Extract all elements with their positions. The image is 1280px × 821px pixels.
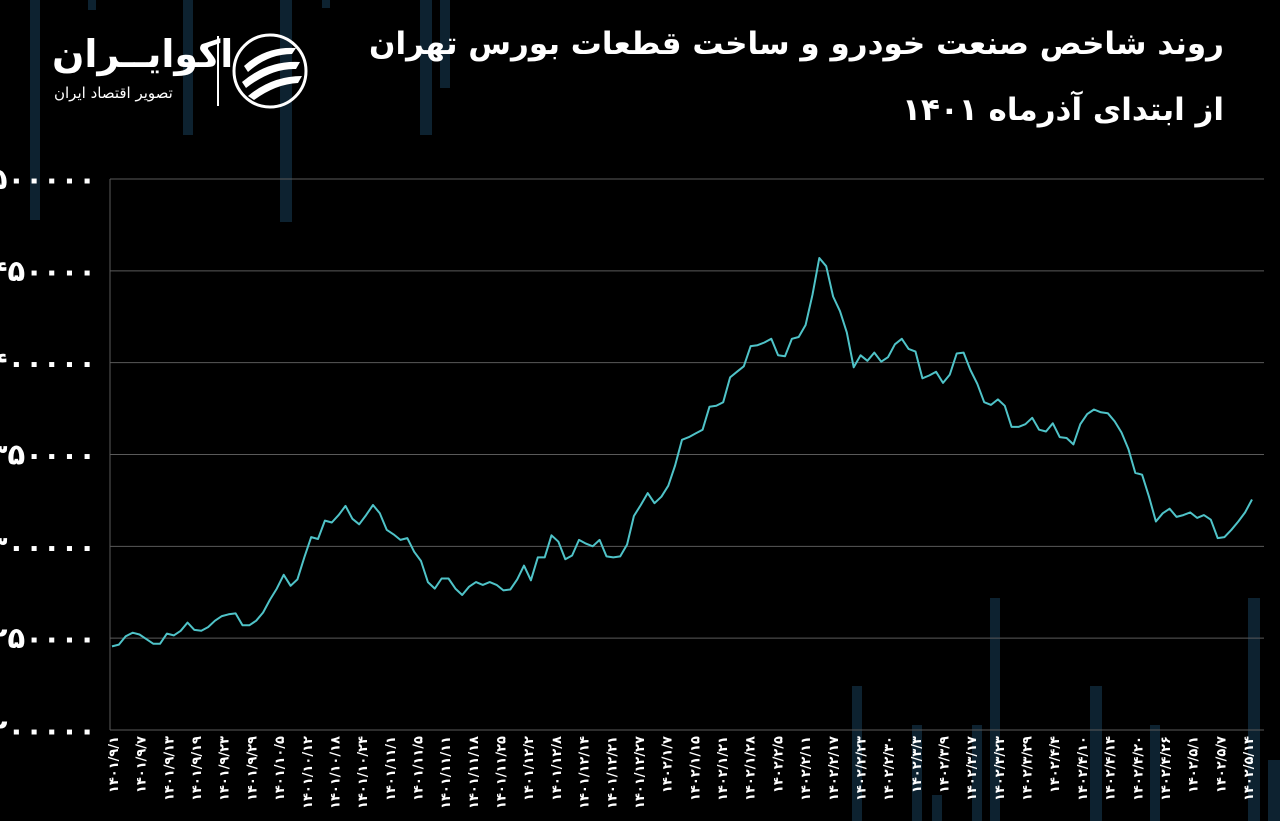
x-tick-label: ۱۴۰۲/۴/۴ [1048, 736, 1063, 793]
decorative-bar [972, 725, 982, 821]
logo-divider [217, 36, 219, 106]
decorative-bar [280, 0, 292, 222]
x-tick-label: ۱۴۰۲/۱/۲۱ [716, 736, 731, 801]
x-tick-label: ۱۴۰۲/۱/۱۵ [688, 736, 703, 801]
x-tick-label: ۱۴۰۲/۲/۱۱ [799, 736, 814, 801]
x-tick-label: ۱۴۰۲/۳/۹ [937, 736, 952, 793]
x-tick-label: ۱۴۰۲/۵/۷ [1214, 736, 1229, 793]
decorative-bar [1150, 725, 1160, 821]
x-tick-label: ۱۴۰۱/۱۰/۵ [273, 736, 288, 801]
x-tick-label: ۱۴۰۱/۱۱/۲۵ [495, 736, 510, 809]
x-tick-label: ۱۴۰۲/۳/۳ [910, 736, 925, 793]
decorative-bar [30, 0, 40, 220]
decorative-bar [1248, 598, 1260, 821]
decorative-bar [932, 795, 942, 821]
x-tick-label: ۱۴۰۱/۱۱/۱۱ [439, 736, 454, 809]
y-tick-label: ۲۵۰۰۰۰ [0, 621, 96, 655]
y-tick-label: ۳۵۰۰۰۰ [0, 438, 96, 472]
decorative-bar [990, 598, 1000, 821]
x-tick-label: ۱۴۰۱/۱۰/۱۸ [328, 736, 343, 809]
x-tick-label: ۱۴۰۲/۱/۲۸ [744, 736, 759, 801]
x-tick-label: ۱۴۰۲/۱/۷ [661, 736, 676, 793]
x-tick-label: ۱۴۰۱/۱۱/۱۸ [467, 736, 482, 809]
decorative-bar [322, 0, 330, 8]
x-tick-label: ۱۴۰۱/۱۱/۵ [412, 736, 427, 801]
x-tick-label: ۱۴۰۲/۵/۱ [1187, 736, 1202, 793]
y-tick-label: ۳۰۰۰۰۰ [0, 529, 96, 563]
x-tick-label: ۱۴۰۱/۱۰/۱۲ [301, 736, 316, 809]
decorative-bar [852, 686, 862, 821]
x-tick-label: ۱۴۰۱/۹/۷ [135, 736, 150, 793]
x-tick-label: ۱۴۰۲/۳/۱۷ [965, 736, 980, 801]
decorative-bar [88, 0, 96, 10]
x-tick-label: ۱۴۰۲/۵/۱۴ [1242, 736, 1257, 801]
y-tick-label: ۲۰۰۰۰۰ [0, 713, 96, 747]
y-tick-label: ۴۰۰۰۰۰ [0, 346, 96, 380]
decorative-bar [440, 0, 450, 88]
x-tick-label: ۱۴۰۱/۱۱/۱ [384, 736, 399, 801]
x-tick-label: ۱۴۰۲/۴/۱۰ [1076, 736, 1091, 801]
y-tick-label: ۴۵۰۰۰۰ [0, 254, 96, 288]
x-tick-label: ۱۴۰۲/۴/۲۶ [1159, 736, 1174, 801]
decorative-bar [912, 725, 922, 821]
x-tick-label: ۱۴۰۱/۱۰/۲۴ [356, 736, 371, 809]
brand-name: اکوایــران [52, 32, 234, 76]
x-tick-label: ۱۴۰۲/۲/۱۷ [827, 736, 842, 801]
index-series-line [111, 257, 1253, 648]
brand-tagline: تصویر اقتصاد ایران [54, 84, 173, 102]
x-tick-label: ۱۴۰۱/۱۲/۸ [550, 736, 565, 801]
x-tick-label: ۱۴۰۱/۱۲/۲۱ [605, 736, 620, 809]
x-tick-label: ۱۴۰۱/۹/۲۹ [245, 736, 260, 801]
chart-title: روند شاخص صنعت خودرو و ساخت قطعات بورس ت… [369, 26, 1224, 62]
x-tick-label: ۱۴۰۲/۴/۲۰ [1131, 736, 1146, 801]
chart-subtitle: از ابتدای آذرماه ۱۴۰۱ [902, 92, 1224, 128]
x-tick-label: ۱۴۰۲/۲/۲۳ [854, 736, 869, 801]
x-tick-label: ۱۴۰۲/۳/۲۳ [993, 736, 1008, 801]
x-tick-label: ۱۴۰۱/۹/۲۳ [218, 736, 233, 801]
decorative-bar [1090, 686, 1102, 821]
decorative-bar [183, 0, 193, 135]
x-tick-label: ۱۴۰۱/۱۲/۱۴ [578, 736, 593, 809]
x-tick-label: ۱۴۰۱/۱۲/۲۷ [633, 736, 648, 809]
x-tick-label: ۱۴۰۱/۹/۱۹ [190, 736, 205, 801]
ecoiran-swoosh-icon [232, 33, 308, 109]
decorative-bar [1268, 760, 1280, 821]
y-tick-label: ۵۰۰۰۰۰ [0, 162, 96, 196]
x-tick-label: ۱۴۰۱/۹/۱۳ [162, 736, 177, 801]
x-tick-label: ۱۴۰۲/۴/۱۴ [1104, 736, 1119, 801]
x-tick-label: ۱۴۰۲/۲/۵ [771, 736, 786, 793]
x-tick-label: ۱۴۰۲/۲/۳۰ [882, 736, 897, 801]
brand-logo: اکوایــران تصویر اقتصاد ایران [50, 32, 320, 112]
x-tick-label: ۱۴۰۱/۹/۱ [107, 736, 122, 793]
x-tick-label: ۱۴۰۱/۱۲/۲ [522, 736, 537, 801]
decorative-bar [420, 0, 432, 135]
x-tick-label: ۱۴۰۲/۳/۲۹ [1021, 736, 1036, 801]
